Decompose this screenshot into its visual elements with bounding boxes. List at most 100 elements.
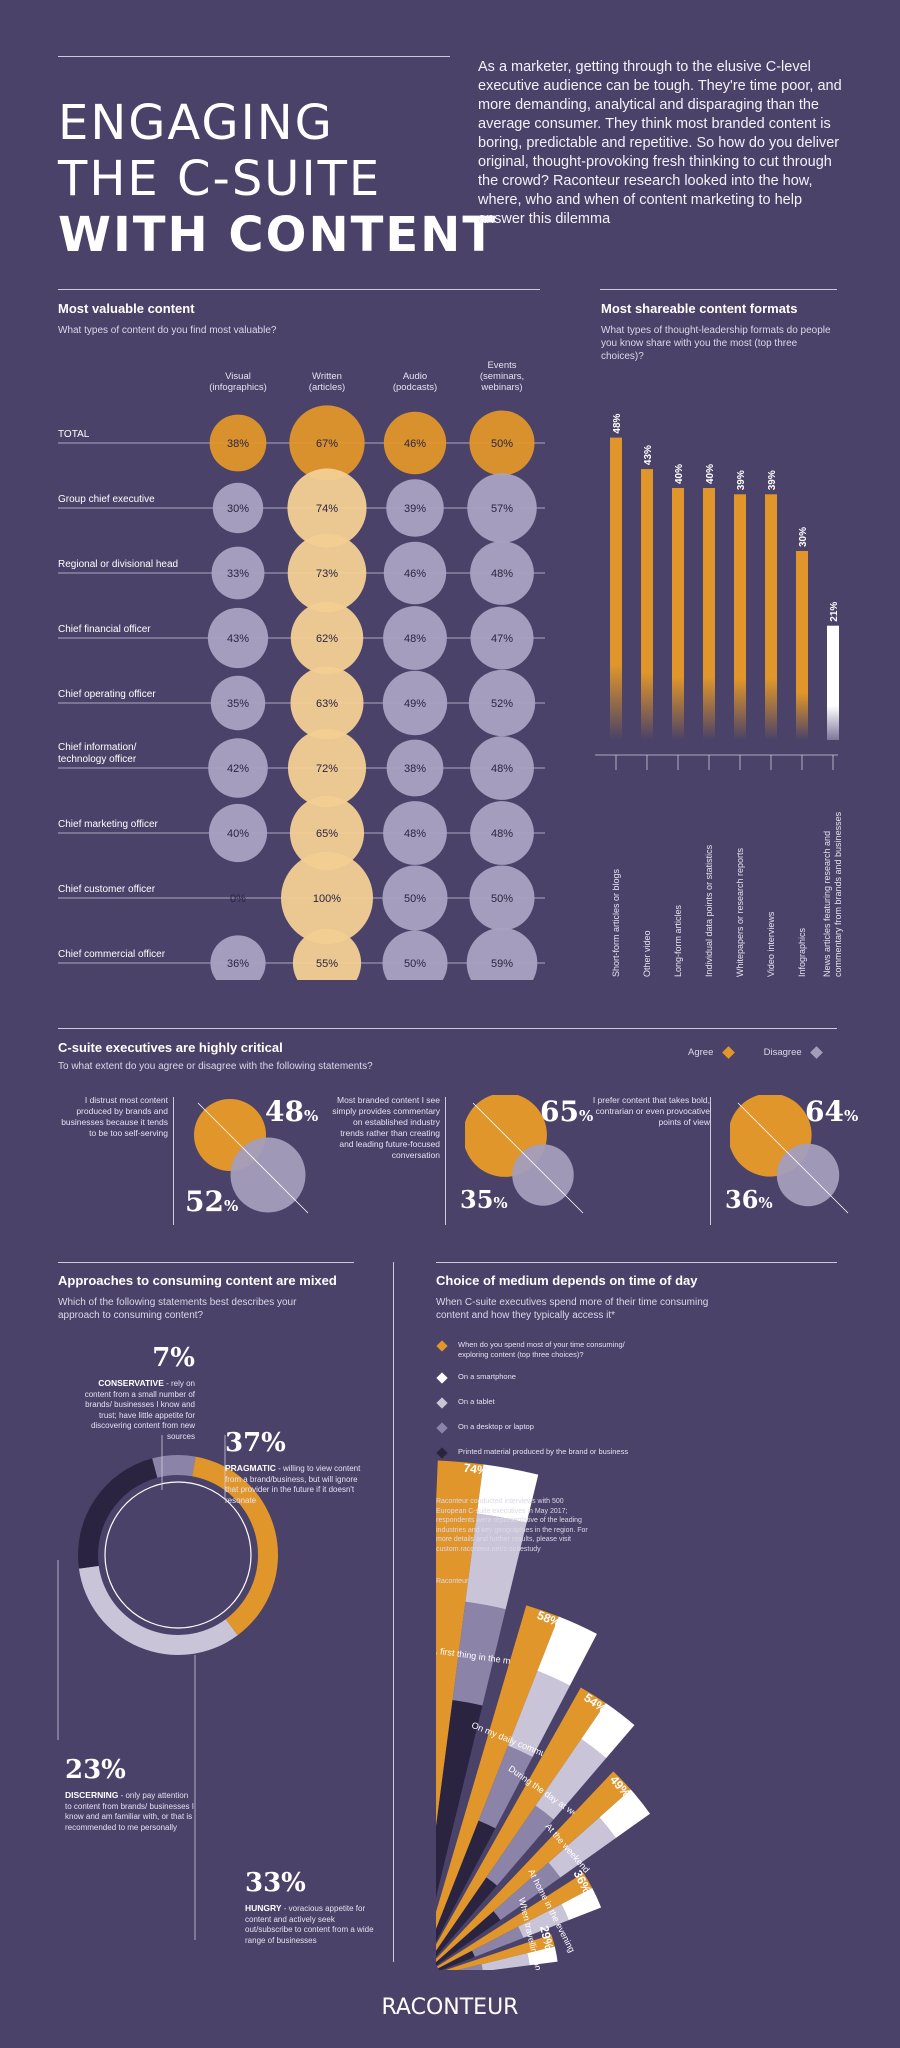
critical-statement: I distrust most content produced by bran… — [61, 1095, 168, 1138]
bubble — [281, 852, 373, 944]
bubble-value: 65% — [316, 828, 338, 840]
bar-value-label: 30% — [798, 527, 809, 547]
critical-panel-rule — [173, 1097, 174, 1225]
bubble-value: 72% — [316, 763, 338, 775]
bubble — [212, 482, 264, 534]
diagonal-rule — [197, 1102, 309, 1214]
bubble — [386, 479, 444, 537]
approaches-top-rule — [58, 1262, 354, 1263]
bubble — [467, 473, 537, 543]
bubble-value: 35% — [227, 698, 249, 710]
intro-text: As a marketer, getting through to the el… — [478, 59, 842, 227]
percent-sign: % — [578, 1107, 594, 1125]
bar-category-label: Individual data points or statistics — [704, 844, 714, 977]
approach-description: DISCERNING - only pay attention to conte… — [65, 1790, 195, 1833]
column-header: Visual — [225, 371, 251, 382]
diagonal-rule — [737, 1102, 849, 1214]
medium-question: When C-suite executives spend more of th… — [436, 1297, 709, 1321]
bar-category-label: Long-form articles — [673, 904, 683, 977]
donut-segment — [78, 1458, 158, 1569]
critical-question: To what extent do you agree or disagree … — [58, 1061, 373, 1072]
approach-percent: 37% — [225, 1428, 286, 1458]
agree-value: 48% — [265, 1095, 318, 1128]
title-line-2: THE C-SUITE — [58, 151, 382, 207]
bubble — [210, 935, 266, 980]
row-label: TOTAL — [58, 429, 90, 440]
time-value-label: 29% — [537, 1924, 556, 1951]
bar — [641, 469, 653, 740]
agree-number: 48 — [265, 1095, 304, 1128]
time-bar — [436, 1771, 631, 1963]
donut-segment — [152, 1455, 196, 1478]
bubble-value: 55% — [316, 958, 338, 970]
bubble — [382, 865, 448, 931]
approach-name: PRAGMATIC — [225, 1463, 276, 1473]
device-segment — [465, 1513, 527, 1610]
percent-sign: % — [303, 1107, 319, 1125]
bubble — [208, 803, 268, 863]
bubble — [470, 541, 534, 605]
bubble-value: 38% — [404, 763, 426, 775]
percent-sign: % — [843, 1107, 859, 1125]
bubble — [386, 739, 444, 797]
bar-category-label: Whitepapers or research reports — [735, 847, 745, 977]
row-label: Chief financial officer — [58, 624, 151, 635]
legend-disagree-label: Disagree — [763, 1047, 802, 1058]
bar — [672, 488, 684, 740]
bubble-value: 48% — [404, 633, 426, 645]
agree-value: 65% — [540, 1095, 593, 1128]
bubble — [470, 736, 534, 800]
bubble-value: 50% — [404, 893, 426, 905]
time-bar — [436, 1605, 559, 1930]
diagonal-rule — [472, 1102, 584, 1214]
approaches-question: Which of the following statements best d… — [58, 1297, 297, 1321]
critical-panel-rule — [710, 1097, 711, 1225]
approach-description: CONSERVATIVE - rely on content from a sm… — [80, 1378, 195, 1442]
approach-percent: 33% — [245, 1868, 306, 1898]
device-segment — [452, 1601, 506, 1706]
approach-name: CONSERVATIVE — [98, 1378, 164, 1388]
critical-legend: Agree Disagree — [688, 1046, 824, 1059]
disagree-circle — [776, 1143, 840, 1207]
medium-fan-chart: 74%Before work, first thing in the morni… — [436, 1460, 651, 1970]
bubble-value: 40% — [227, 828, 249, 840]
disagree-value: 35% — [460, 1185, 508, 1214]
approach-description: PRAGMATIC - willing to view content from… — [225, 1463, 365, 1506]
row-label: technology officer — [58, 754, 137, 765]
bar-value-label: 39% — [767, 470, 778, 490]
bubble-value: 48% — [404, 828, 426, 840]
device-segment — [537, 1616, 597, 1686]
bubble-value: 38% — [227, 438, 249, 450]
bubble — [207, 607, 269, 669]
bar-category-label: Video interviews — [766, 911, 776, 977]
column-header: Audio — [403, 371, 427, 382]
header-top-rule — [58, 56, 450, 57]
legend-label: On a smartphone — [458, 1372, 516, 1381]
donut-segment — [78, 1565, 238, 1655]
bubble — [469, 410, 535, 476]
time-bar — [436, 1687, 606, 1951]
disagree-number: 52 — [185, 1185, 224, 1218]
device-segment — [436, 1699, 483, 1898]
row-label: Chief commercial officer — [58, 949, 166, 960]
disagree-number: 36 — [725, 1185, 759, 1214]
time-value-label: 74% — [463, 1461, 489, 1478]
bubble-value: 50% — [491, 893, 513, 905]
bubble-value: 43% — [227, 633, 249, 645]
bar-category-label: Infographics — [797, 927, 807, 977]
bar — [703, 488, 715, 740]
device-segment — [457, 1964, 483, 1970]
bubble-value: 59% — [491, 958, 513, 970]
approach-percent: 7% — [152, 1343, 195, 1373]
bubble — [469, 865, 535, 931]
disagree-circle — [230, 1137, 306, 1213]
column-header: webinars) — [480, 382, 522, 393]
disagree-circle — [512, 1144, 574, 1206]
approach-description: HUNGRY - voracious appetite for content … — [245, 1903, 375, 1946]
bubble-value: 48% — [491, 763, 513, 775]
bubble — [211, 546, 265, 600]
bar-value-label: 21% — [829, 602, 840, 622]
device-segment — [518, 1904, 569, 1938]
bubble — [208, 738, 268, 798]
column-header: (podcasts) — [393, 382, 437, 393]
